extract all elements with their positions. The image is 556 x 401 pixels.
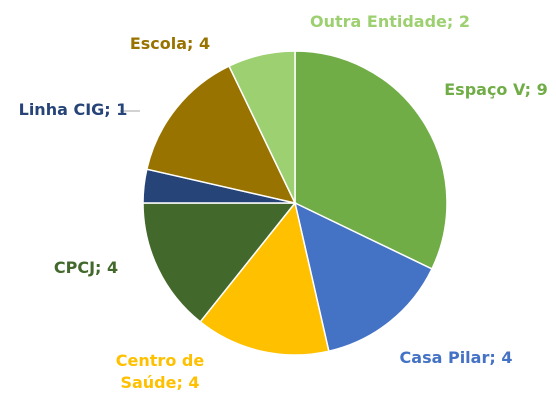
pie-slice	[145, 65, 297, 205]
pie-slice	[294, 50, 448, 270]
pie-slice	[199, 201, 330, 356]
pie-slice	[228, 50, 296, 204]
slice-label: Espaço V; 9	[444, 80, 548, 99]
pie-slice	[142, 202, 297, 323]
slice-label: Centro de Saúde; 4	[115, 351, 205, 392]
pie-slice	[293, 201, 433, 353]
slice-label: CPCJ; 4	[53, 258, 119, 277]
slice-label: Outra Entidade; 2	[309, 12, 471, 31]
slice-label: Linha CIG; 1	[18, 100, 128, 119]
slice-label: Escola; 4	[129, 34, 211, 53]
slice-label: Casa Pilar; 4	[399, 348, 513, 367]
